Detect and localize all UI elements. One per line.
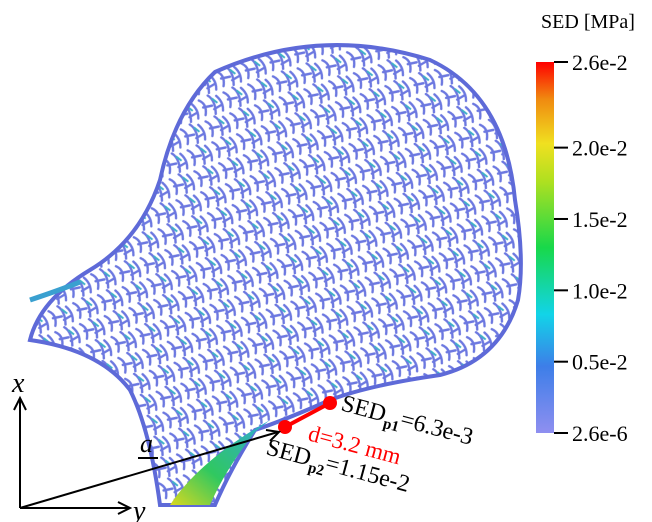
colorbar: SED [MPa] 2.6e-2 2.0e-2 1.5e-2 1.0e-2 0.5e-2… [536,11,635,446]
colorbar-tick-label: 1.5e-2 [572,207,628,232]
colorbar-title: SED [MPa] [541,11,635,33]
point-p1 [323,396,337,410]
axis-y-label: y [130,496,146,522]
colorbar-tick-label: 1.0e-2 [572,278,628,303]
colorbar-tick-label: 2.6e-2 [572,50,628,75]
colorbar-tick-label: 2.0e-2 [572,136,628,161]
colorbar-tick-label: 0.5e-2 [572,350,628,375]
coordinate-axes [13,395,282,515]
point-p2 [278,420,292,434]
vector-a-label: a [140,429,153,458]
colorbar-tick-label: 2.6e-6 [572,421,628,446]
axis-x-label: x [11,368,25,399]
colorbar-gradient [536,62,554,433]
